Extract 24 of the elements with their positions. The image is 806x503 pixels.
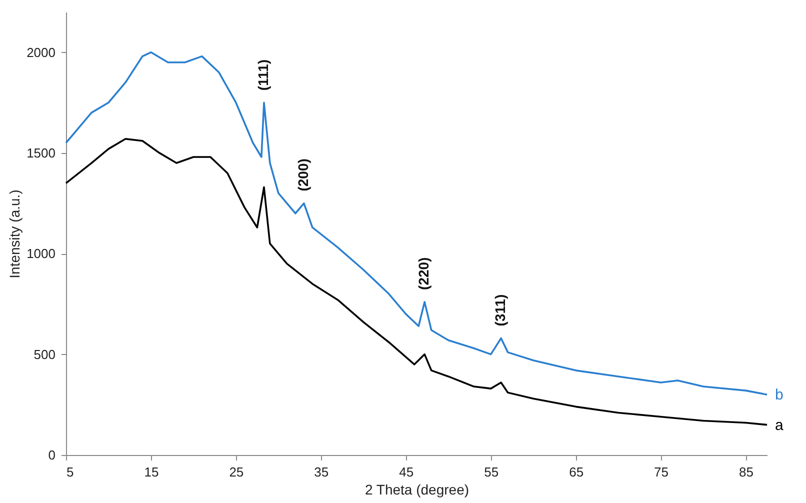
x-tick-label: 5	[66, 464, 74, 480]
y-tick-label: 0	[48, 448, 56, 462]
y-axis-title: Intensity (a.u.)	[6, 190, 23, 278]
series-label: a	[775, 416, 784, 434]
annotation: (200)	[294, 158, 311, 192]
x-tick-label: 85	[739, 464, 754, 480]
annotation: (220)	[416, 257, 432, 290]
series-label: b	[775, 386, 784, 404]
line-series	[65, 138, 768, 426]
x-tick-label: 15	[144, 464, 159, 480]
x-tick-label: 55	[484, 464, 499, 480]
x-tick-label: 35	[314, 464, 329, 480]
line-series	[65, 51, 768, 396]
x-axis-title: 2 Theta (degree)	[364, 482, 470, 498]
x-tick-label: 45	[399, 464, 414, 480]
x-tick-label: 65	[569, 464, 584, 480]
y-tick-label: 500	[34, 346, 56, 362]
y-tick-label: 1000	[26, 246, 56, 262]
x-tick-label: 25	[229, 464, 244, 480]
annotation: (311)	[492, 294, 508, 326]
x-tick-label: 75	[654, 464, 669, 480]
y-tick-label: 2000	[26, 44, 56, 60]
y-tick-label: 1500	[26, 145, 56, 160]
annotation: (111)	[254, 59, 271, 91]
